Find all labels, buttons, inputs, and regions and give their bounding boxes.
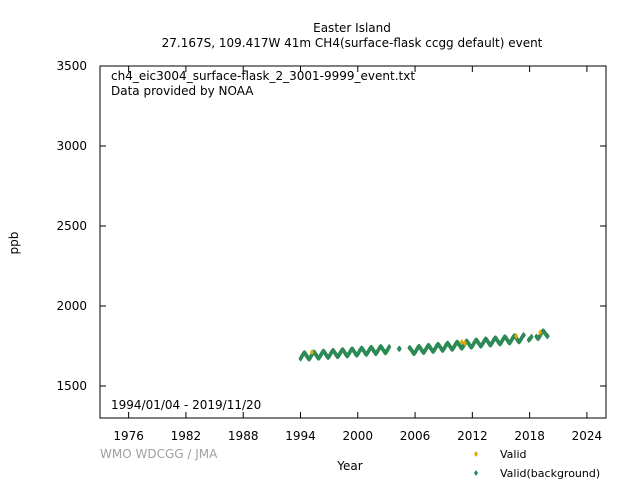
plot-frame — [99, 65, 607, 419]
legend-label-background: Valid(background) — [500, 467, 600, 480]
data-point-background — [387, 343, 392, 350]
x-axis-label: Year — [336, 459, 362, 473]
x-tick-label: 1976 — [113, 429, 144, 443]
data-point-valid — [309, 349, 314, 356]
x-tick-label: 2012 — [457, 429, 488, 443]
y-tick-label: 2500 — [56, 219, 87, 233]
y-tick-label: 1500 — [56, 379, 87, 393]
x-tick-label: 2006 — [400, 429, 431, 443]
y-tick-label: 2000 — [56, 299, 87, 313]
y-tick-label: 3500 — [56, 59, 87, 73]
legend: Valid Valid(background) — [474, 448, 600, 480]
data-point-background — [529, 333, 534, 340]
chart-subtitle: 27.167S, 109.417W 41m CH4(surface-flask … — [162, 36, 543, 50]
x-tick-label: 2024 — [572, 429, 603, 443]
data-point-background — [397, 345, 402, 352]
data-points — [298, 328, 550, 362]
legend-label-valid: Valid — [500, 448, 527, 461]
y-tick-label: 3000 — [56, 139, 87, 153]
credit-label: WMO WDCGG / JMA — [100, 447, 218, 461]
axis-ticks: 1976 1982 1988 1994 2000 2006 2012 2018 2024 1500… — [56, 59, 606, 443]
x-tick-label: 1988 — [228, 429, 259, 443]
x-tick-label: 1982 — [171, 429, 202, 443]
data-point-background — [521, 332, 526, 339]
x-tick-label: 1994 — [285, 429, 316, 443]
data-point-valid — [514, 333, 519, 340]
x-tick-label: 2018 — [514, 429, 545, 443]
data-point-valid — [538, 329, 543, 336]
x-tick-label: 2000 — [343, 429, 374, 443]
data-point-valid — [459, 339, 464, 345]
y-axis-label: ppb — [7, 232, 21, 255]
date-range-label: 1994/01/04 - 2019/11/20 — [111, 398, 261, 412]
chart-title: Easter Island — [313, 21, 391, 35]
file-label: ch4_eic3004_surface-flask_2_3001-9999_ev… — [111, 69, 415, 83]
legend-marker-background — [474, 470, 478, 476]
data-point-background — [545, 333, 550, 340]
provider-label: Data provided by NOAA — [111, 84, 254, 98]
legend-marker-valid — [474, 451, 478, 457]
data-point-valid — [462, 340, 467, 347]
